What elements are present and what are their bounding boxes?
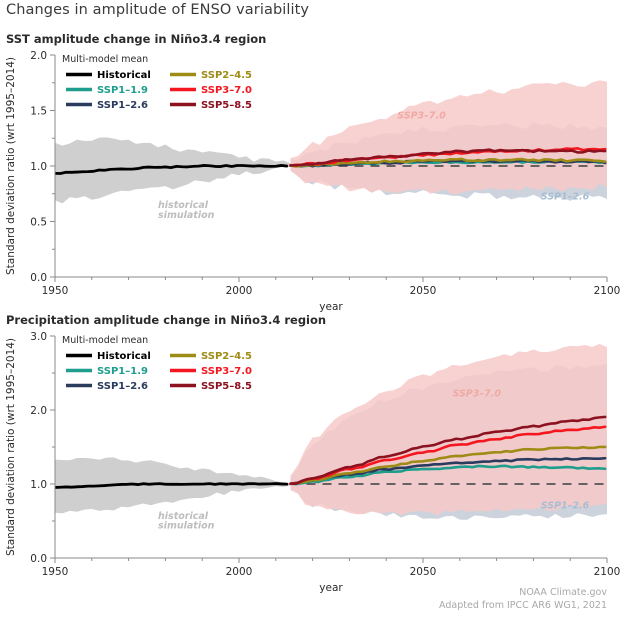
x-tick-label: 2050 xyxy=(410,566,437,578)
series-line-historical xyxy=(55,164,289,175)
panel-precipitation: Precipitation amplitude change in Niño3.… xyxy=(5,313,620,594)
x-tick-label: 2100 xyxy=(594,285,620,297)
y-tick-label: 3.0 xyxy=(30,331,47,343)
legend-label-SSP119: SSP1–1.9 xyxy=(97,85,148,96)
panel-title-precipitation: Precipitation amplitude change in Niño3.… xyxy=(6,313,326,327)
series-line-SSP585 xyxy=(289,148,607,167)
annotation-precipitation-3: simulation xyxy=(158,520,215,531)
series-line-SSP245 xyxy=(289,445,607,485)
annotation-sst-1: SSP1–2.6 xyxy=(541,191,590,202)
y-tick-label: 1.0 xyxy=(30,479,47,491)
y-axis-label-precipitation: Standard deviation ratio (wrt 1995–2014) xyxy=(5,338,17,556)
y-tick-label: 1.5 xyxy=(30,105,47,117)
x-tick-label: 1950 xyxy=(42,566,69,578)
series-line-SSP370 xyxy=(289,425,607,485)
series-line-historical xyxy=(55,482,289,489)
y-tick-label: 2.0 xyxy=(30,50,47,62)
legend-heading: Multi-model mean xyxy=(62,54,148,65)
uncertainty-band-SSP370 xyxy=(290,80,607,195)
legend-label-SSP370: SSP3–7.0 xyxy=(201,85,252,96)
annotation-sst-2: historical xyxy=(158,200,209,211)
x-tick-label: 1950 xyxy=(42,285,69,297)
legend-label-SSP370: SSP3–7.0 xyxy=(201,366,252,377)
panel-sst: SST amplitude change in Niño3.4 region SS… xyxy=(5,32,620,313)
legend-label-Historical: Historical xyxy=(97,70,151,81)
y-tick-label: 0.0 xyxy=(30,272,47,284)
legend-label-SSP126: SSP1–2.6 xyxy=(97,381,148,392)
annotation-sst-3: simulation xyxy=(158,210,215,221)
panel-title-sst: SST amplitude change in Niño3.4 region xyxy=(6,32,266,46)
legend-sst: Multi-model mean Historical SSP2–4.5 SSP1–1… xyxy=(62,54,252,111)
y-tick-label: 0.5 xyxy=(30,216,47,228)
x-tick-label: 2050 xyxy=(410,285,437,297)
x-tick-label: 2000 xyxy=(226,285,253,297)
x-tick-label: 2000 xyxy=(226,566,253,578)
legend-heading: Multi-model mean xyxy=(62,335,148,346)
legend-label-SSP245: SSP2–4.5 xyxy=(201,351,252,362)
x-tick-label: 2100 xyxy=(594,566,620,578)
series-line-SSP126 xyxy=(289,158,607,168)
y-axis-label-sst: Standard deviation ratio (wrt 1995–2014) xyxy=(5,57,17,275)
plot-area-precipitation xyxy=(55,343,607,520)
annotation-precipitation-2: historical xyxy=(158,511,209,522)
legend-precipitation: Multi-model mean Historical SSP2–4.5 SSP1–1… xyxy=(62,335,252,392)
series-line-SSP126 xyxy=(289,456,607,485)
legend-label-SSP245: SSP2–4.5 xyxy=(201,70,252,81)
legend-label-Historical: Historical xyxy=(97,351,151,362)
figure-title: Changes in amplitude of ENSO variability xyxy=(6,2,310,18)
legend-label-SSP585: SSP5–8.5 xyxy=(201,381,252,392)
y-tick-label: 0.0 xyxy=(30,553,47,565)
legend-label-SSP585: SSP5–8.5 xyxy=(201,100,252,111)
series-line-SSP585 xyxy=(289,415,607,485)
x-axis-label-precipitation: year xyxy=(319,582,343,594)
annotation-precipitation-0: SSP3–7.0 xyxy=(452,389,501,400)
series-line-SSP119 xyxy=(289,464,607,486)
plot-area-sst xyxy=(55,80,607,204)
uncertainty-band-historical xyxy=(55,137,291,204)
annotation-sst-0: SSP3–7.0 xyxy=(397,110,446,121)
y-tick-label: 1.0 xyxy=(30,161,47,173)
annotation-precipitation-1: SSP1–2.6 xyxy=(541,500,590,511)
credits: NOAA Climate.gov Adapted from IPCC AR6 WG… xyxy=(439,587,607,611)
y-tick-label: 2.0 xyxy=(30,405,47,417)
credit-line-1: NOAA Climate.gov xyxy=(519,587,607,598)
x-axis-label-sst: year xyxy=(319,301,343,313)
credit-line-2: Adapted from IPCC AR6 WG1, 2021 xyxy=(439,600,607,611)
series-line-SSP245 xyxy=(289,157,607,168)
legend-label-SSP119: SSP1–1.9 xyxy=(97,366,148,377)
legend-label-SSP126: SSP1–2.6 xyxy=(97,100,148,111)
